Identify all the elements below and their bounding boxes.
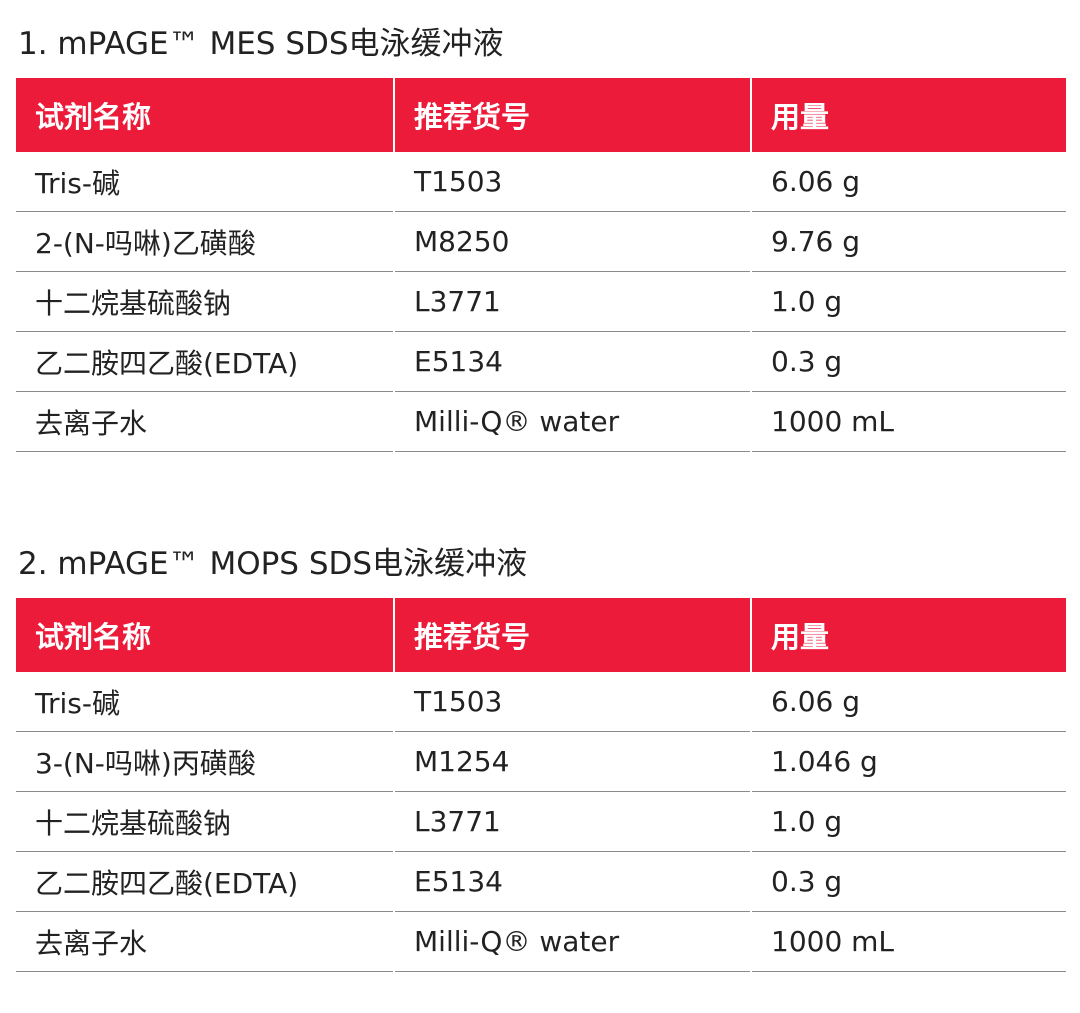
amount-cell: 6.06 g <box>750 152 1066 212</box>
table-row: Tris-碱 T1503 6.06 g <box>16 672 1066 732</box>
reagent-table: 试剂名称 推荐货号 用量 Tris-碱 T1503 6.06 g 2-(N-吗啉… <box>16 78 1066 452</box>
catalog-number-cell: Milli-Q® water <box>393 391 751 452</box>
reagent-name-cell: 去离子水 <box>16 391 394 452</box>
reagent-table: 试剂名称 推荐货号 用量 Tris-碱 T1503 6.06 g 3-(N-吗啉… <box>16 598 1066 972</box>
amount-cell: 1.046 g <box>750 731 1066 792</box>
amount-cell: 1.0 g <box>750 791 1066 852</box>
amount-cell: 0.3 g <box>750 331 1066 392</box>
table-row: 乙二胺四乙酸(EDTA) E5134 0.3 g <box>16 331 1066 392</box>
catalog-number-cell: M8250 <box>393 211 751 272</box>
buffer-section-mops: 2. mPAGE™ MOPS SDS电泳缓冲液 试剂名称 推荐货号 用量 Tri… <box>16 520 1066 972</box>
reagent-name-cell: Tris-碱 <box>16 152 394 212</box>
catalog-number-cell: L3771 <box>393 791 751 852</box>
column-header-reagent-name: 试剂名称 <box>16 598 394 672</box>
amount-cell: 1000 mL <box>750 911 1066 972</box>
table-row: 十二烷基硫酸钠 L3771 1.0 g <box>16 271 1066 332</box>
reagent-name-cell: 乙二胺四乙酸(EDTA) <box>16 851 394 912</box>
table-row: 十二烷基硫酸钠 L3771 1.0 g <box>16 791 1066 852</box>
reagent-name-cell: 十二烷基硫酸钠 <box>16 271 394 332</box>
section-title: 2. mPAGE™ MOPS SDS电泳缓冲液 <box>18 546 528 582</box>
reagent-name-cell: 十二烷基硫酸钠 <box>16 791 394 852</box>
catalog-number-cell: Milli-Q® water <box>393 911 751 972</box>
catalog-number-cell: L3771 <box>393 271 751 332</box>
amount-cell: 6.06 g <box>750 672 1066 732</box>
table-row: 去离子水 Milli-Q® water 1000 mL <box>16 911 1066 972</box>
column-header-catalog-number: 推荐货号 <box>393 78 751 152</box>
catalog-number-cell: E5134 <box>393 331 751 392</box>
reagent-name-cell: 3-(N-吗啉)丙磺酸 <box>16 731 394 792</box>
column-header-reagent-name: 试剂名称 <box>16 78 394 152</box>
amount-cell: 0.3 g <box>750 851 1066 912</box>
reagent-name-cell: 去离子水 <box>16 911 394 972</box>
buffer-section-mes: 1. mPAGE™ MES SDS电泳缓冲液 试剂名称 推荐货号 用量 Tris… <box>16 0 1066 452</box>
section-title: 1. mPAGE™ MES SDS电泳缓冲液 <box>18 26 504 62</box>
reagent-name-cell: Tris-碱 <box>16 672 394 732</box>
column-header-amount: 用量 <box>750 78 1066 152</box>
table-row: 3-(N-吗啉)丙磺酸 M1254 1.046 g <box>16 731 1066 792</box>
amount-cell: 1000 mL <box>750 391 1066 452</box>
catalog-number-cell: E5134 <box>393 851 751 912</box>
table-row: 去离子水 Milli-Q® water 1000 mL <box>16 391 1066 452</box>
amount-cell: 9.76 g <box>750 211 1066 272</box>
reagent-name-cell: 2-(N-吗啉)乙磺酸 <box>16 211 394 272</box>
column-header-catalog-number: 推荐货号 <box>393 598 751 672</box>
amount-cell: 1.0 g <box>750 271 1066 332</box>
table-header-row: 试剂名称 推荐货号 用量 <box>16 598 1066 672</box>
reagent-name-cell: 乙二胺四乙酸(EDTA) <box>16 331 394 392</box>
table-row: 2-(N-吗啉)乙磺酸 M8250 9.76 g <box>16 211 1066 272</box>
catalog-number-cell: T1503 <box>393 672 751 732</box>
table-row: 乙二胺四乙酸(EDTA) E5134 0.3 g <box>16 851 1066 912</box>
column-header-amount: 用量 <box>750 598 1066 672</box>
table-row: Tris-碱 T1503 6.06 g <box>16 152 1066 212</box>
catalog-number-cell: M1254 <box>393 731 751 792</box>
catalog-number-cell: T1503 <box>393 152 751 212</box>
table-header-row: 试剂名称 推荐货号 用量 <box>16 78 1066 152</box>
